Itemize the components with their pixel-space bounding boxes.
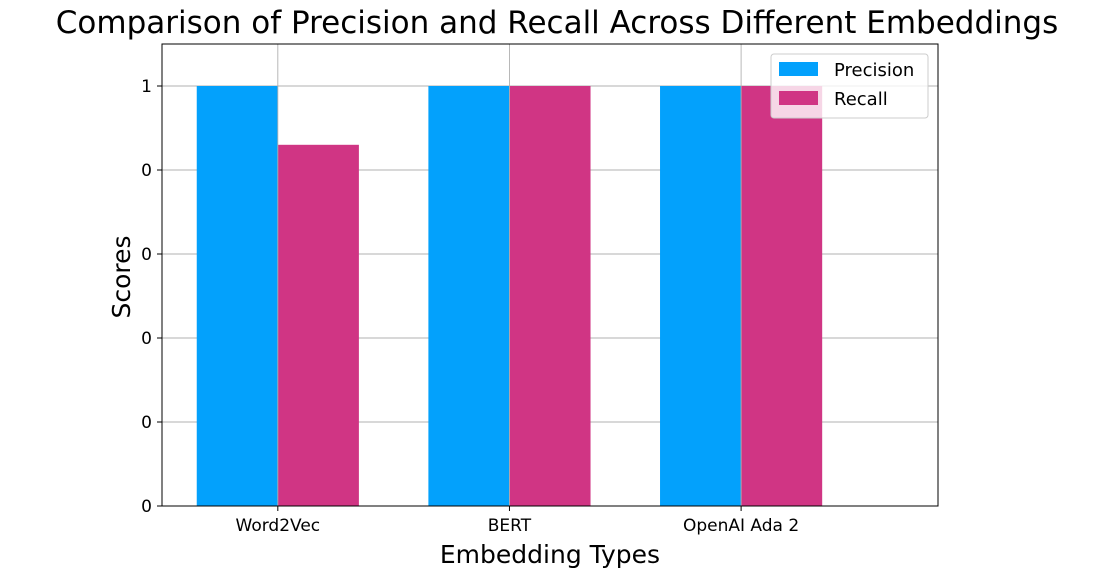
y-tick-label: 0 [141,497,152,517]
y-tick-label: 1 [141,77,152,97]
y-tick-label: 0 [141,329,152,349]
plot-area-frame [161,43,939,507]
x-tick-layer: Word2Vec BERT OpenAI Ada 2 [236,506,799,536]
y-tick-label: 0 [141,413,152,433]
legend: Precision Recall [770,53,929,119]
legend-label-precision: Precision [834,60,914,81]
y-tick-label: 0 [141,245,152,265]
bar-precision-word2vec [196,86,278,506]
bar-recall-bert [509,86,591,506]
bar-recall-word2vec [277,144,359,507]
x-grid-layer [277,44,742,506]
x-tick-label: Word2Vec [236,516,321,536]
x-tick-label: OpenAI Ada 2 [683,516,799,536]
y-tick-layer: 0 0 0 0 0 1 [141,77,162,517]
chart-title: Comparison of Precision and Recall Acros… [56,5,1058,41]
bar-precision-bert [428,86,510,506]
y-axis-title: Scores [107,235,136,318]
legend-swatch-recall [779,91,818,105]
x-axis-title: Embedding Types [440,540,660,569]
bar-recall-openai-ada-2 [741,86,823,506]
x-tick-label: BERT [488,516,532,536]
legend-label-recall: Recall [834,89,888,110]
y-tick-label: 0 [141,161,152,181]
bar-layer [196,86,823,507]
legend-swatch-precision [779,62,818,76]
bar-precision-openai-ada-2 [660,86,742,506]
